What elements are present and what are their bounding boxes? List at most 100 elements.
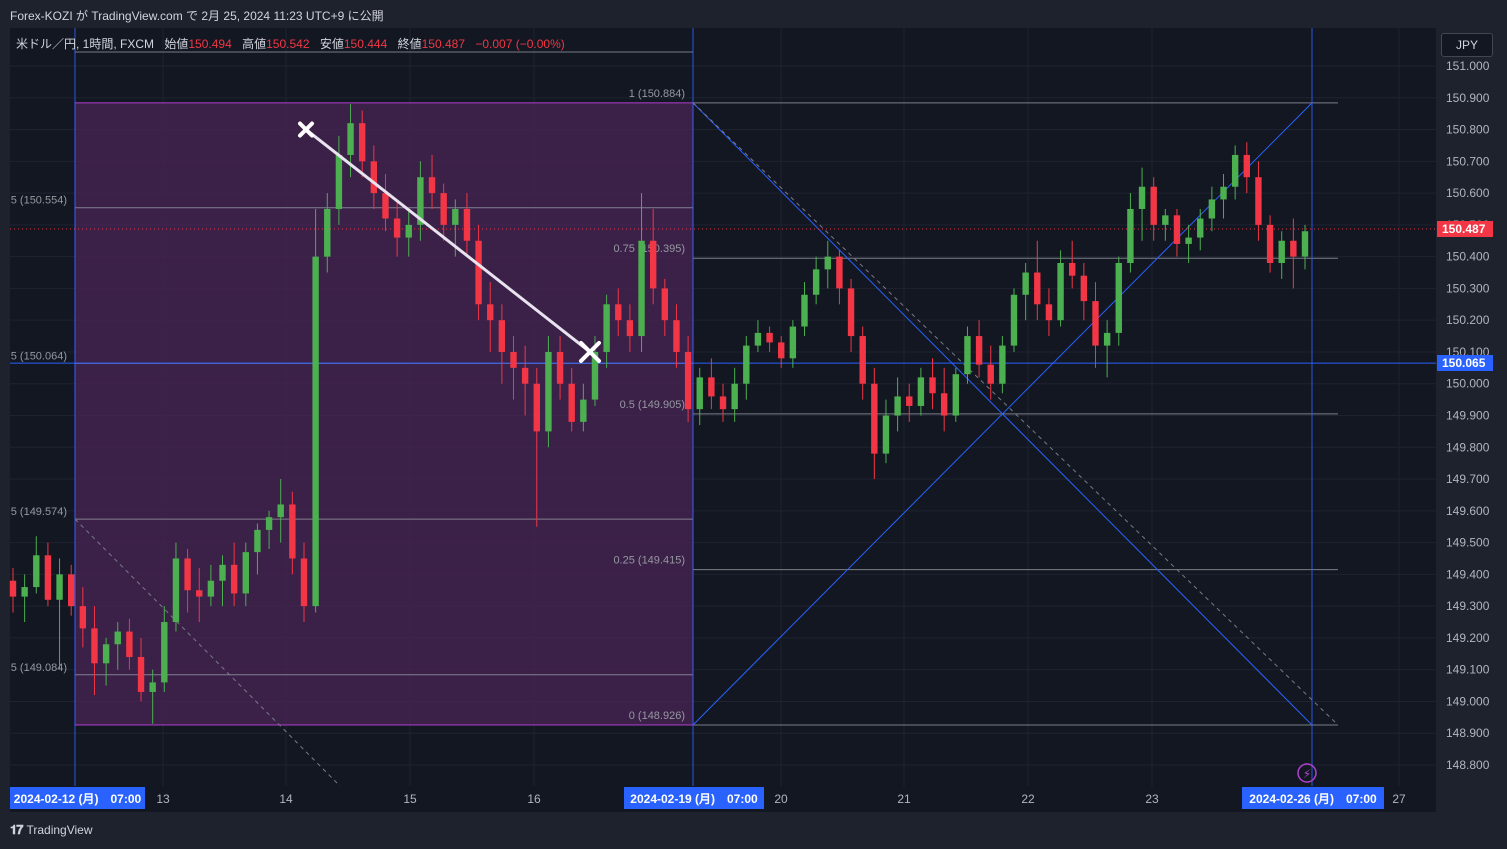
price-axis-background: [1436, 28, 1507, 812]
lightning-icon-glyph: ⚡: [1303, 767, 1311, 781]
candle-body: [370, 161, 378, 194]
candle-body: [1010, 294, 1018, 346]
candle-body: [638, 240, 645, 337]
time-tick-label: 20: [774, 792, 788, 806]
candle-body: [1103, 332, 1111, 346]
footer-bar: [0, 814, 1507, 849]
tradingview-logo-icon: 𝟏𝟕: [10, 822, 24, 837]
candle-body: [1150, 186, 1157, 225]
time-tick-label: 14: [279, 792, 293, 806]
candle-body: [67, 574, 75, 607]
fib-level-label: 1 (150.884): [629, 88, 685, 100]
open-value: 150.494: [188, 37, 232, 51]
candle-body: [591, 351, 599, 400]
high-value: 150.542: [266, 37, 310, 51]
candle-body: [975, 336, 983, 365]
price-axis: 151.000150.900150.800150.700150.600150.5…: [1446, 59, 1490, 772]
fib-level-label: 5 (149.574): [11, 506, 67, 518]
candle-body: [1115, 262, 1122, 333]
candle-body: [230, 564, 238, 594]
fib-level-label: 5 (150.064): [11, 350, 67, 362]
candle-body: [9, 580, 17, 597]
time-axis-date-badge: 2024-02-26 (月) 07:00: [1242, 787, 1384, 809]
candle-body: [696, 377, 703, 410]
candle-body: [1243, 154, 1251, 178]
candle-body: [184, 558, 191, 591]
candle-body: [929, 377, 936, 394]
candle-body: [1092, 301, 1099, 346]
tradingview-logo[interactable]: 𝟏𝟕 TradingView: [10, 822, 93, 838]
time-tick-label: 21: [897, 792, 911, 806]
price-tick-label: 150.800: [1446, 123, 1490, 137]
candle-body: [754, 332, 762, 346]
candle-body: [347, 123, 354, 155]
price-tick-label: 149.800: [1446, 440, 1490, 454]
candle-body: [859, 336, 866, 384]
candle-body: [824, 256, 831, 270]
candle-body: [428, 177, 436, 194]
symbol-header: 米ドル／円, 1時間, FXCM 始値150.494 高値150.542 安値1…: [16, 35, 565, 52]
trendline-start-marker: [298, 121, 314, 138]
candle-body: [102, 644, 110, 664]
price-tick-label: 150.200: [1446, 313, 1490, 327]
fib-level-label: 5 (149.084): [11, 662, 67, 674]
fib-level-label: 0 (148.926): [629, 710, 685, 722]
candle-body: [906, 396, 913, 406]
symbol-label[interactable]: 米ドル／円, 1時間, FXCM: [16, 37, 155, 51]
candle-body: [661, 288, 669, 321]
candle-body: [335, 154, 343, 209]
time-tick-label: 27: [1392, 792, 1406, 806]
candle-body: [1301, 231, 1309, 257]
price-tick-label: 149.700: [1446, 472, 1490, 486]
candle-body: [417, 177, 424, 225]
close-value: 150.487: [421, 37, 466, 51]
price-tick-label: 151.000: [1446, 59, 1490, 73]
fib-dashed-diagonal: [74, 518, 341, 787]
price-tick-label: 149.400: [1446, 567, 1490, 581]
currency-button[interactable]: JPY: [1441, 33, 1493, 57]
candle-body: [1057, 262, 1064, 321]
fib-zone-left: 5 (150.554) 5 (150.064) 5 (149.574) 5 (149.…: [11, 51, 694, 787]
last-price-badge: 150.487: [1437, 220, 1493, 237]
candle-body: [533, 383, 540, 432]
candle-body: [580, 399, 587, 422]
candle-body: [382, 193, 389, 219]
candle-body: [952, 374, 960, 416]
candle-body: [801, 294, 808, 327]
candle-body: [196, 590, 203, 597]
high-label: 高値: [242, 37, 267, 51]
price-tick-label: 150.600: [1446, 186, 1490, 200]
candle-body: [684, 351, 692, 410]
candle-body: [964, 336, 971, 375]
candle-body: [847, 288, 855, 337]
price-tick-label: 150.700: [1446, 154, 1490, 168]
candle-body: [1080, 275, 1088, 302]
low-value: 150.444: [343, 37, 388, 51]
candle-body: [56, 574, 63, 600]
candle-body: [161, 622, 168, 683]
candle-body: [207, 580, 215, 597]
candle-body: [999, 345, 1006, 384]
candle-body: [917, 377, 925, 406]
candle-body: [940, 393, 948, 416]
candle-body: [405, 224, 412, 238]
candle-body: [1045, 304, 1053, 321]
candle-body: [33, 555, 40, 588]
candle-body: [498, 320, 506, 352]
candle-body: [21, 587, 28, 597]
candle-body: [242, 552, 249, 594]
time-axis-date-badge: 2024-02-12 (月) 07:00: [10, 787, 145, 809]
price-tick-label: 150.300: [1446, 281, 1490, 295]
price-tick-label: 149.600: [1446, 504, 1490, 518]
time-tick-label: 16: [527, 792, 541, 806]
candle-body: [312, 256, 319, 607]
candle-body: [1162, 215, 1169, 225]
candle-body: [789, 326, 797, 359]
candle-body: [1022, 272, 1029, 295]
candle-body: [836, 256, 843, 289]
candle-body: [277, 504, 284, 518]
price-tick-label: 149.100: [1446, 663, 1490, 677]
candle-body: [172, 558, 180, 623]
time-tick-label: 23: [1145, 792, 1159, 806]
